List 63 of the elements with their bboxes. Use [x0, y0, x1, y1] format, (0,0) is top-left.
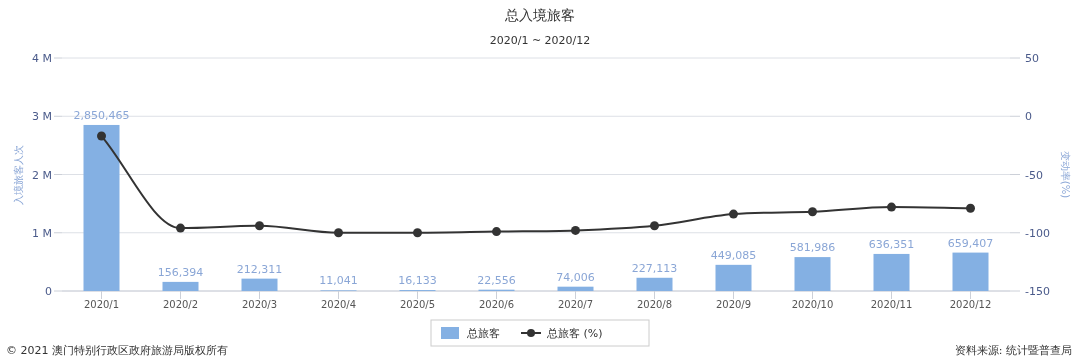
- data-label: 2,850,465: [73, 108, 130, 122]
- y2-tick-label: -50: [1025, 168, 1043, 182]
- x-tick-label: 2020/2: [162, 299, 199, 310]
- y-tick-label: 4 M: [32, 52, 52, 65]
- y2-tick-label: -150: [1025, 285, 1050, 298]
- x-tick-label: 2020/6: [478, 299, 515, 310]
- bar: [636, 277, 673, 291]
- point: [413, 228, 422, 238]
- legend-label: 总旅客 (%): [546, 327, 603, 340]
- point: [176, 223, 185, 233]
- data-label: 74,006: [556, 270, 595, 284]
- x-tick-label: 2020/8: [636, 299, 673, 310]
- point: [255, 221, 264, 231]
- point: [97, 131, 106, 141]
- point: [571, 225, 580, 235]
- x-tick-label: 2020/10: [791, 299, 834, 310]
- bar: [162, 281, 199, 291]
- y-axis-title: 入境旅客人次: [13, 144, 24, 205]
- point: [729, 209, 738, 219]
- bar: [83, 124, 120, 291]
- x-tick-label: 2020/11: [870, 299, 913, 310]
- point: [334, 228, 343, 238]
- x-tick-label: 2020/7: [557, 299, 594, 310]
- chart-subtitle: 2020/1 ~ 2020/12: [489, 34, 591, 47]
- x-tick-label: 2020/9: [715, 299, 752, 310]
- y2-tick-label: 0: [1025, 110, 1032, 124]
- chart-title: 总入境旅客: [504, 7, 575, 23]
- point: [650, 221, 659, 231]
- x-tick-label: 2020/1: [83, 299, 120, 310]
- x-tick-label: 2020/3: [241, 299, 278, 310]
- point: [492, 227, 501, 237]
- data-label: 449,085: [710, 248, 757, 262]
- bar: [952, 252, 989, 291]
- text: © 2021 澳门特别行政区政府旅游局版权所有: [6, 344, 228, 357]
- y-tick-label: 1 M: [32, 226, 52, 240]
- text: 资料来源: 统计暨普查局: [954, 344, 1072, 357]
- y2-axis-title: 变动率(%): [1060, 150, 1071, 199]
- data-label: 581,986: [789, 241, 836, 255]
- x-tick-label: 2020/5: [399, 299, 436, 310]
- data-label: 227,113: [631, 261, 678, 275]
- data-label: 11,041: [319, 274, 358, 288]
- bar: [873, 253, 910, 291]
- point: [966, 203, 975, 213]
- data-label: 636,351: [868, 237, 915, 251]
- bar: [794, 257, 831, 291]
- x-tick-label: 2020/4: [320, 299, 357, 310]
- data-label: 16,133: [398, 274, 437, 288]
- point: [808, 207, 817, 217]
- data-label: 212,311: [236, 262, 283, 276]
- y-tick-label: 0: [45, 285, 52, 298]
- legend-label: 总旅客: [466, 327, 500, 340]
- y2-tick-label: -100: [1025, 226, 1050, 240]
- y-tick-label: 2 M: [32, 168, 52, 182]
- y-tick-label: 3 M: [32, 110, 52, 124]
- data-label: 156,394: [157, 265, 204, 279]
- bar: [715, 264, 752, 291]
- bar: [557, 286, 594, 291]
- y2-tick-label: 50: [1025, 52, 1039, 65]
- point: [887, 202, 896, 212]
- x-tick-label: 2020/12: [949, 299, 992, 310]
- data-label: 659,407: [947, 236, 994, 250]
- bar: [241, 278, 278, 291]
- data-label: 22,556: [477, 273, 516, 287]
